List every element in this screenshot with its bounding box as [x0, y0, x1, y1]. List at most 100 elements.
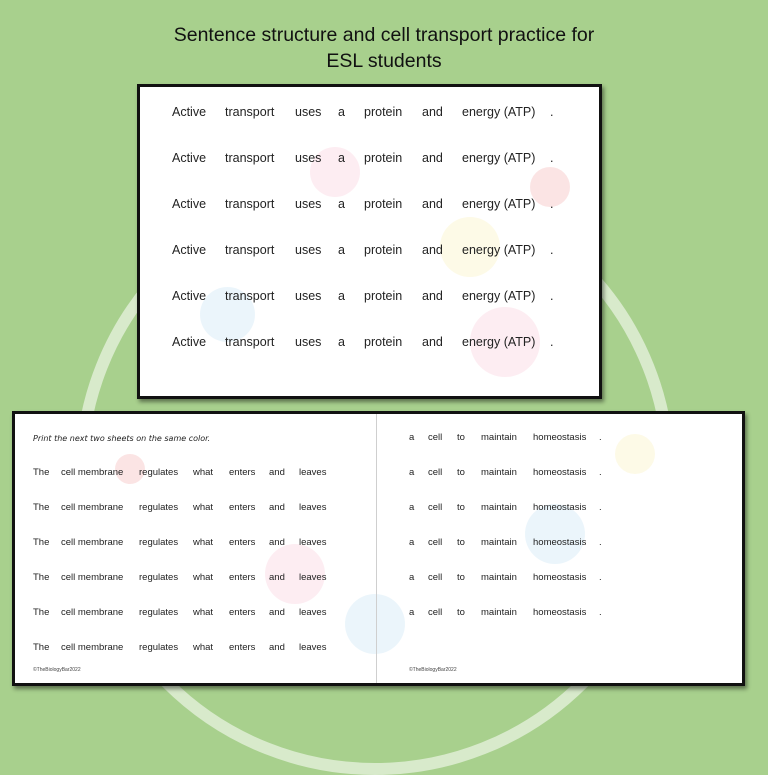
word-card[interactable]: The	[33, 537, 50, 548]
word-card[interactable]: a	[409, 432, 415, 443]
word-card[interactable]: what	[193, 467, 214, 478]
word-card[interactable]: and	[269, 642, 285, 653]
word-card[interactable]: Active	[172, 335, 207, 349]
word-card[interactable]: homeostasis	[533, 537, 587, 548]
word-card[interactable]: transport	[225, 289, 275, 303]
word-card[interactable]: leaves	[299, 502, 327, 513]
word-card[interactable]: energy (ATP)	[462, 243, 536, 257]
word-card[interactable]: The	[33, 642, 50, 653]
word-card[interactable]: cell	[428, 572, 443, 583]
word-card[interactable]: cell membrane	[61, 502, 124, 513]
word-card[interactable]: leaves	[299, 642, 327, 653]
word-card[interactable]: protein	[364, 289, 403, 303]
word-card[interactable]: to	[457, 432, 465, 443]
word-card[interactable]: a	[338, 151, 345, 165]
word-card[interactable]: Active	[172, 105, 207, 119]
word-card[interactable]: to	[457, 572, 465, 583]
word-card[interactable]: transport	[225, 335, 275, 349]
word-card[interactable]: Active	[172, 243, 207, 257]
word-card[interactable]: energy (ATP)	[462, 151, 536, 165]
word-card[interactable]: to	[457, 502, 465, 513]
word-card[interactable]: maintain	[481, 502, 517, 513]
word-card[interactable]: enters	[229, 607, 256, 618]
word-card[interactable]: uses	[295, 105, 322, 119]
word-card[interactable]: cell membrane	[61, 607, 124, 618]
word-card[interactable]: maintain	[481, 607, 517, 618]
word-card[interactable]: a	[409, 502, 415, 513]
word-card[interactable]: homeostasis	[533, 572, 587, 583]
word-card[interactable]: homeostasis	[533, 467, 587, 478]
word-card[interactable]: and	[269, 537, 285, 548]
word-card[interactable]: maintain	[481, 537, 517, 548]
word-card[interactable]: cell	[428, 467, 443, 478]
word-card[interactable]: and	[422, 243, 443, 257]
word-card[interactable]: uses	[295, 289, 322, 303]
word-card[interactable]: enters	[229, 502, 256, 513]
word-card[interactable]: cell membrane	[61, 537, 124, 548]
word-card[interactable]: maintain	[481, 467, 517, 478]
word-card[interactable]: protein	[364, 105, 403, 119]
word-card[interactable]: cell membrane	[61, 572, 124, 583]
word-card[interactable]: a	[409, 572, 415, 583]
word-card[interactable]: leaves	[299, 607, 327, 618]
word-card[interactable]: a	[338, 105, 345, 119]
word-card[interactable]: enters	[229, 467, 256, 478]
word-card[interactable]: regulates	[139, 502, 179, 513]
word-card[interactable]: cell	[428, 432, 443, 443]
word-card[interactable]: homeostasis	[533, 607, 587, 618]
word-card[interactable]: transport	[225, 243, 275, 257]
word-card[interactable]: and	[422, 197, 443, 211]
word-card[interactable]: cell	[428, 502, 443, 513]
word-card[interactable]: energy (ATP)	[462, 335, 536, 349]
word-card[interactable]: enters	[229, 537, 256, 548]
word-card[interactable]: enters	[229, 642, 256, 653]
word-card[interactable]: The	[33, 607, 50, 618]
word-card[interactable]: uses	[295, 335, 322, 349]
word-card[interactable]: uses	[295, 243, 322, 257]
word-card[interactable]: a	[338, 289, 345, 303]
word-card[interactable]: homeostasis	[533, 502, 587, 513]
word-card[interactable]: Active	[172, 289, 207, 303]
word-card[interactable]: cell	[428, 537, 443, 548]
word-card[interactable]: to	[457, 467, 465, 478]
word-card[interactable]: leaves	[299, 467, 327, 478]
word-card[interactable]: a	[409, 537, 415, 548]
word-card[interactable]: Active	[172, 151, 207, 165]
word-card[interactable]: .	[550, 335, 554, 349]
word-card[interactable]: .	[550, 197, 554, 211]
word-card[interactable]: cell membrane	[61, 467, 124, 478]
word-card[interactable]: .	[550, 289, 554, 303]
word-card[interactable]: and	[269, 607, 285, 618]
word-card[interactable]: .	[599, 537, 602, 548]
word-card[interactable]: The	[33, 502, 50, 513]
word-card[interactable]: homeostasis	[533, 432, 587, 443]
word-card[interactable]: a	[338, 335, 345, 349]
word-card[interactable]: what	[193, 537, 214, 548]
word-card[interactable]: Active	[172, 197, 207, 211]
word-card[interactable]: The	[33, 572, 50, 583]
word-card[interactable]: .	[599, 572, 602, 583]
word-card[interactable]: cell membrane	[61, 642, 124, 653]
word-card[interactable]: regulates	[139, 537, 179, 548]
word-card[interactable]: transport	[225, 151, 275, 165]
word-card[interactable]: cell	[428, 607, 443, 618]
word-card[interactable]: .	[599, 502, 602, 513]
word-card[interactable]: .	[599, 432, 602, 443]
word-card[interactable]: to	[457, 607, 465, 618]
word-card[interactable]: maintain	[481, 432, 517, 443]
word-card[interactable]: transport	[225, 105, 275, 119]
word-card[interactable]: to	[457, 537, 465, 548]
word-card[interactable]: a	[409, 607, 415, 618]
word-card[interactable]: a	[338, 243, 345, 257]
word-card[interactable]: and	[422, 105, 443, 119]
word-card[interactable]: enters	[229, 572, 256, 583]
word-card[interactable]: and	[422, 335, 443, 349]
word-card[interactable]: protein	[364, 335, 403, 349]
word-card[interactable]: and	[269, 572, 285, 583]
word-card[interactable]: energy (ATP)	[462, 289, 536, 303]
word-card[interactable]: regulates	[139, 572, 179, 583]
word-card[interactable]: regulates	[139, 607, 179, 618]
word-card[interactable]: leaves	[299, 572, 327, 583]
word-card[interactable]: what	[193, 502, 214, 513]
word-card[interactable]: and	[269, 467, 285, 478]
